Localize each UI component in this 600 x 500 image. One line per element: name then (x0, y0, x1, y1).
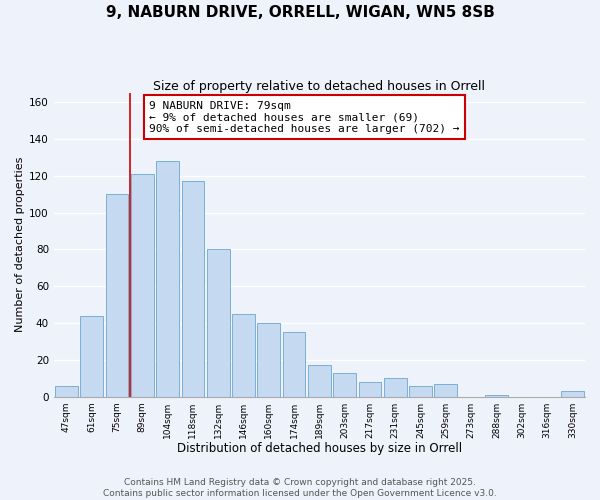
Bar (131, 174, 154, 396)
Bar (334, 372, 356, 396)
Bar (308, 366, 331, 396)
Bar (434, 384, 457, 396)
Text: 9 NABURN DRIVE: 79sqm
← 9% of detached houses are smaller (69)
90% of semi-detac: 9 NABURN DRIVE: 79sqm ← 9% of detached h… (149, 100, 460, 134)
Bar (55, 386, 78, 396)
Title: Size of property relative to detached houses in Orrell: Size of property relative to detached ho… (154, 80, 485, 93)
Bar (80, 316, 103, 396)
Bar (232, 314, 255, 396)
Text: 9, NABURN DRIVE, ORRELL, WIGAN, WN5 8SB: 9, NABURN DRIVE, ORRELL, WIGAN, WN5 8SB (106, 5, 494, 20)
Bar (359, 382, 382, 396)
Bar (156, 161, 179, 396)
Bar (283, 332, 305, 396)
Bar (485, 395, 508, 396)
Bar (106, 194, 128, 396)
Bar (561, 391, 584, 396)
Bar (182, 182, 204, 396)
Text: Contains HM Land Registry data © Crown copyright and database right 2025.
Contai: Contains HM Land Registry data © Crown c… (103, 478, 497, 498)
X-axis label: Distribution of detached houses by size in Orrell: Distribution of detached houses by size … (177, 442, 462, 455)
Bar (384, 378, 407, 396)
Bar (257, 323, 280, 396)
Bar (409, 386, 432, 396)
Bar (207, 250, 230, 396)
Y-axis label: Number of detached properties: Number of detached properties (15, 157, 25, 332)
